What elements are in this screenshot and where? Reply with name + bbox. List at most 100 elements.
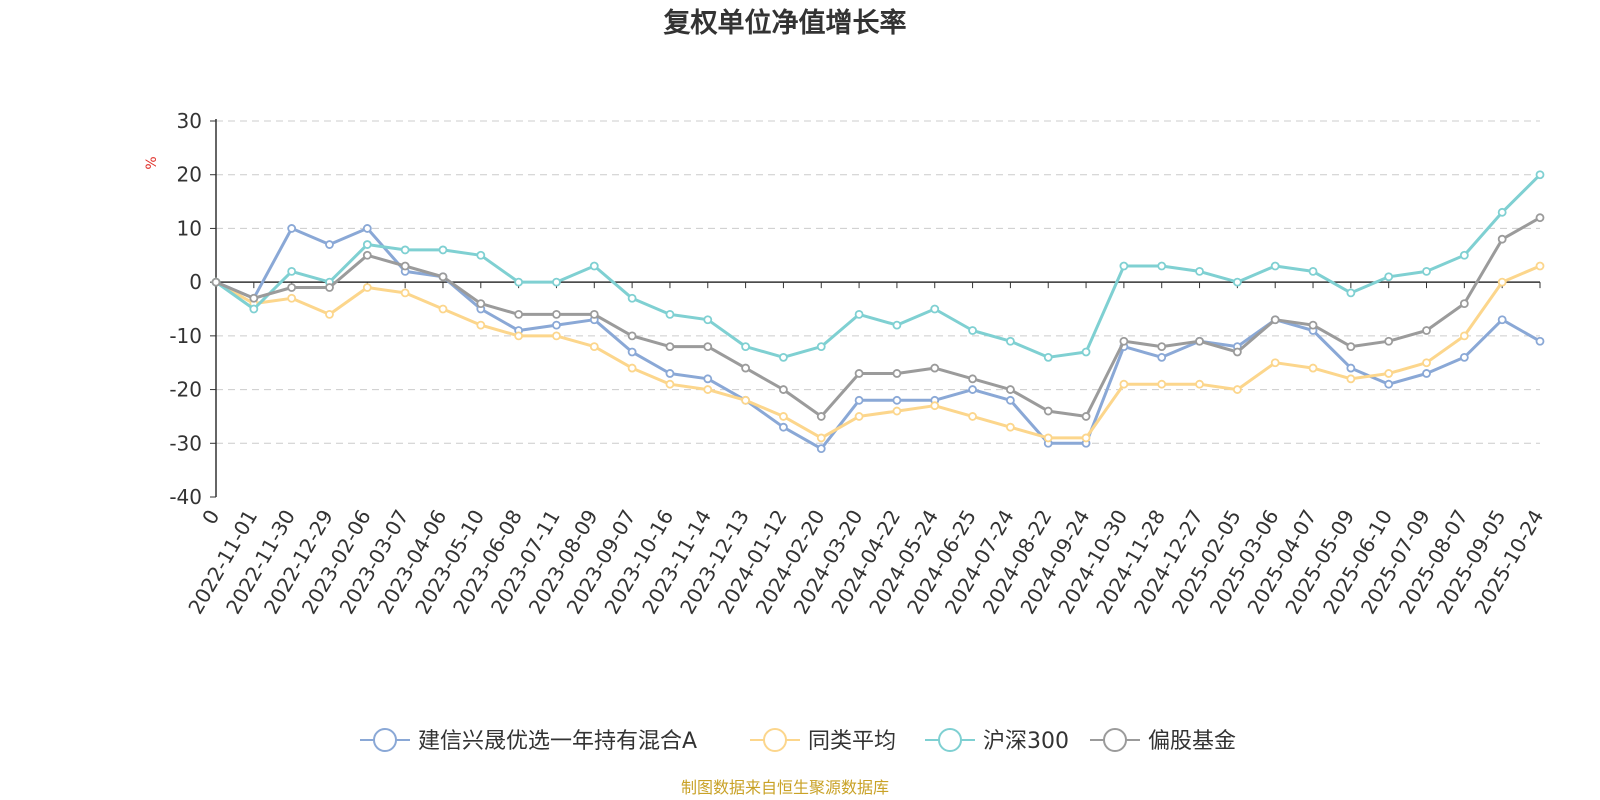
data-point (1195, 336, 1204, 346)
data-point (287, 283, 297, 292)
chart-title: 复权单位净值增长率 (664, 7, 907, 39)
data-point (552, 277, 561, 287)
data-point (1232, 277, 1242, 287)
legend-item-1[interactable]: 同类平均 (750, 728, 896, 754)
data-point (741, 363, 750, 373)
data-point (1459, 299, 1469, 309)
y-tick-label: -20 (169, 378, 202, 402)
data-point (589, 261, 599, 271)
data-point (665, 369, 675, 378)
data-point (665, 379, 675, 389)
data-point (968, 385, 977, 394)
data-point (287, 293, 297, 303)
data-point (703, 374, 713, 384)
data-point (779, 352, 788, 362)
legend-circle-icon (763, 728, 787, 752)
data-point (476, 250, 486, 260)
data-point (1006, 422, 1015, 432)
data-point (816, 433, 826, 443)
y-tick-label: -40 (169, 485, 202, 509)
y-tick-label: 30 (177, 109, 202, 133)
data-point (1497, 207, 1507, 217)
data-point (892, 395, 902, 405)
data-point (627, 293, 637, 303)
data-point (249, 304, 259, 314)
data-point (1119, 336, 1129, 346)
data-point (1157, 261, 1167, 271)
data-point (1119, 379, 1129, 389)
data-point (1346, 374, 1356, 384)
data-point (400, 261, 410, 271)
data-point (249, 293, 259, 303)
data-point (1232, 385, 1242, 394)
data-point (1535, 261, 1545, 271)
data-point (741, 342, 750, 352)
legend-label: 沪深300 (983, 729, 1069, 754)
data-point (211, 277, 221, 287)
data-point (476, 299, 486, 309)
series-line-1 (214, 264, 1542, 440)
data-point (816, 444, 826, 454)
y-axis-ticks: 30 20 10 0 -10 -20 -30 -40 (169, 109, 216, 509)
data-point (1459, 331, 1469, 341)
y-tick-label: 0 (189, 270, 202, 294)
data-point (1535, 213, 1545, 223)
data-point (627, 347, 637, 357)
data-point (1384, 272, 1394, 282)
legend-item-3[interactable]: 偏股基金 (1090, 728, 1236, 754)
y-tick-label: 20 (177, 163, 202, 187)
legend-item-0[interactable]: 建信兴晟优选一年持有混合A (360, 728, 697, 754)
data-point (1270, 315, 1280, 325)
data-point (552, 331, 561, 341)
data-point (1043, 352, 1053, 362)
data-point (1157, 379, 1167, 389)
data-point (930, 401, 940, 411)
data-point (552, 320, 561, 330)
data-point (1232, 347, 1242, 357)
data-point (779, 422, 788, 432)
data-point (627, 363, 637, 373)
y-tick-label: -10 (169, 324, 202, 348)
data-point (1308, 363, 1318, 373)
grid-lines (216, 120, 1540, 444)
series-lines (211, 170, 1545, 454)
data-point (892, 369, 902, 378)
data-point (1346, 288, 1356, 298)
data-point (1497, 315, 1507, 325)
data-point (816, 342, 826, 352)
data-point (362, 224, 372, 233)
data-point (362, 283, 372, 292)
data-point (1422, 358, 1431, 368)
legend[interactable]: 建信兴晟优选一年持有混合A 同类平均 沪深300 偏股基金 (360, 728, 1236, 754)
data-point (1384, 336, 1394, 346)
legend-label: 偏股基金 (1148, 729, 1236, 754)
data-point (779, 385, 788, 394)
data-point (552, 309, 561, 319)
x-tick-label: 0 (197, 506, 224, 529)
data-point (1081, 412, 1091, 421)
y-tick-label: -30 (169, 431, 202, 455)
data-point (1346, 363, 1356, 373)
y-axis-unit-label: % (144, 156, 160, 169)
data-point (514, 309, 524, 319)
x-axis-ticks: 02022-11-012022-11-302022-12-292023-02-0… (183, 282, 1548, 618)
data-point (703, 342, 713, 352)
data-point (968, 326, 977, 335)
data-point (438, 272, 448, 282)
legend-item-2[interactable]: 沪深300 (925, 728, 1069, 754)
axes (215, 119, 1540, 497)
data-point (930, 363, 940, 373)
data-point (779, 412, 788, 421)
data-point (589, 309, 599, 319)
data-point (854, 395, 864, 405)
data-point (1422, 266, 1431, 276)
data-point (892, 406, 902, 416)
data-point (589, 342, 599, 352)
data-point (325, 283, 334, 292)
data-point (627, 331, 637, 341)
data-point (325, 309, 334, 319)
y-tick-label: 10 (177, 216, 202, 240)
data-point (1006, 336, 1015, 346)
data-point (400, 245, 410, 255)
